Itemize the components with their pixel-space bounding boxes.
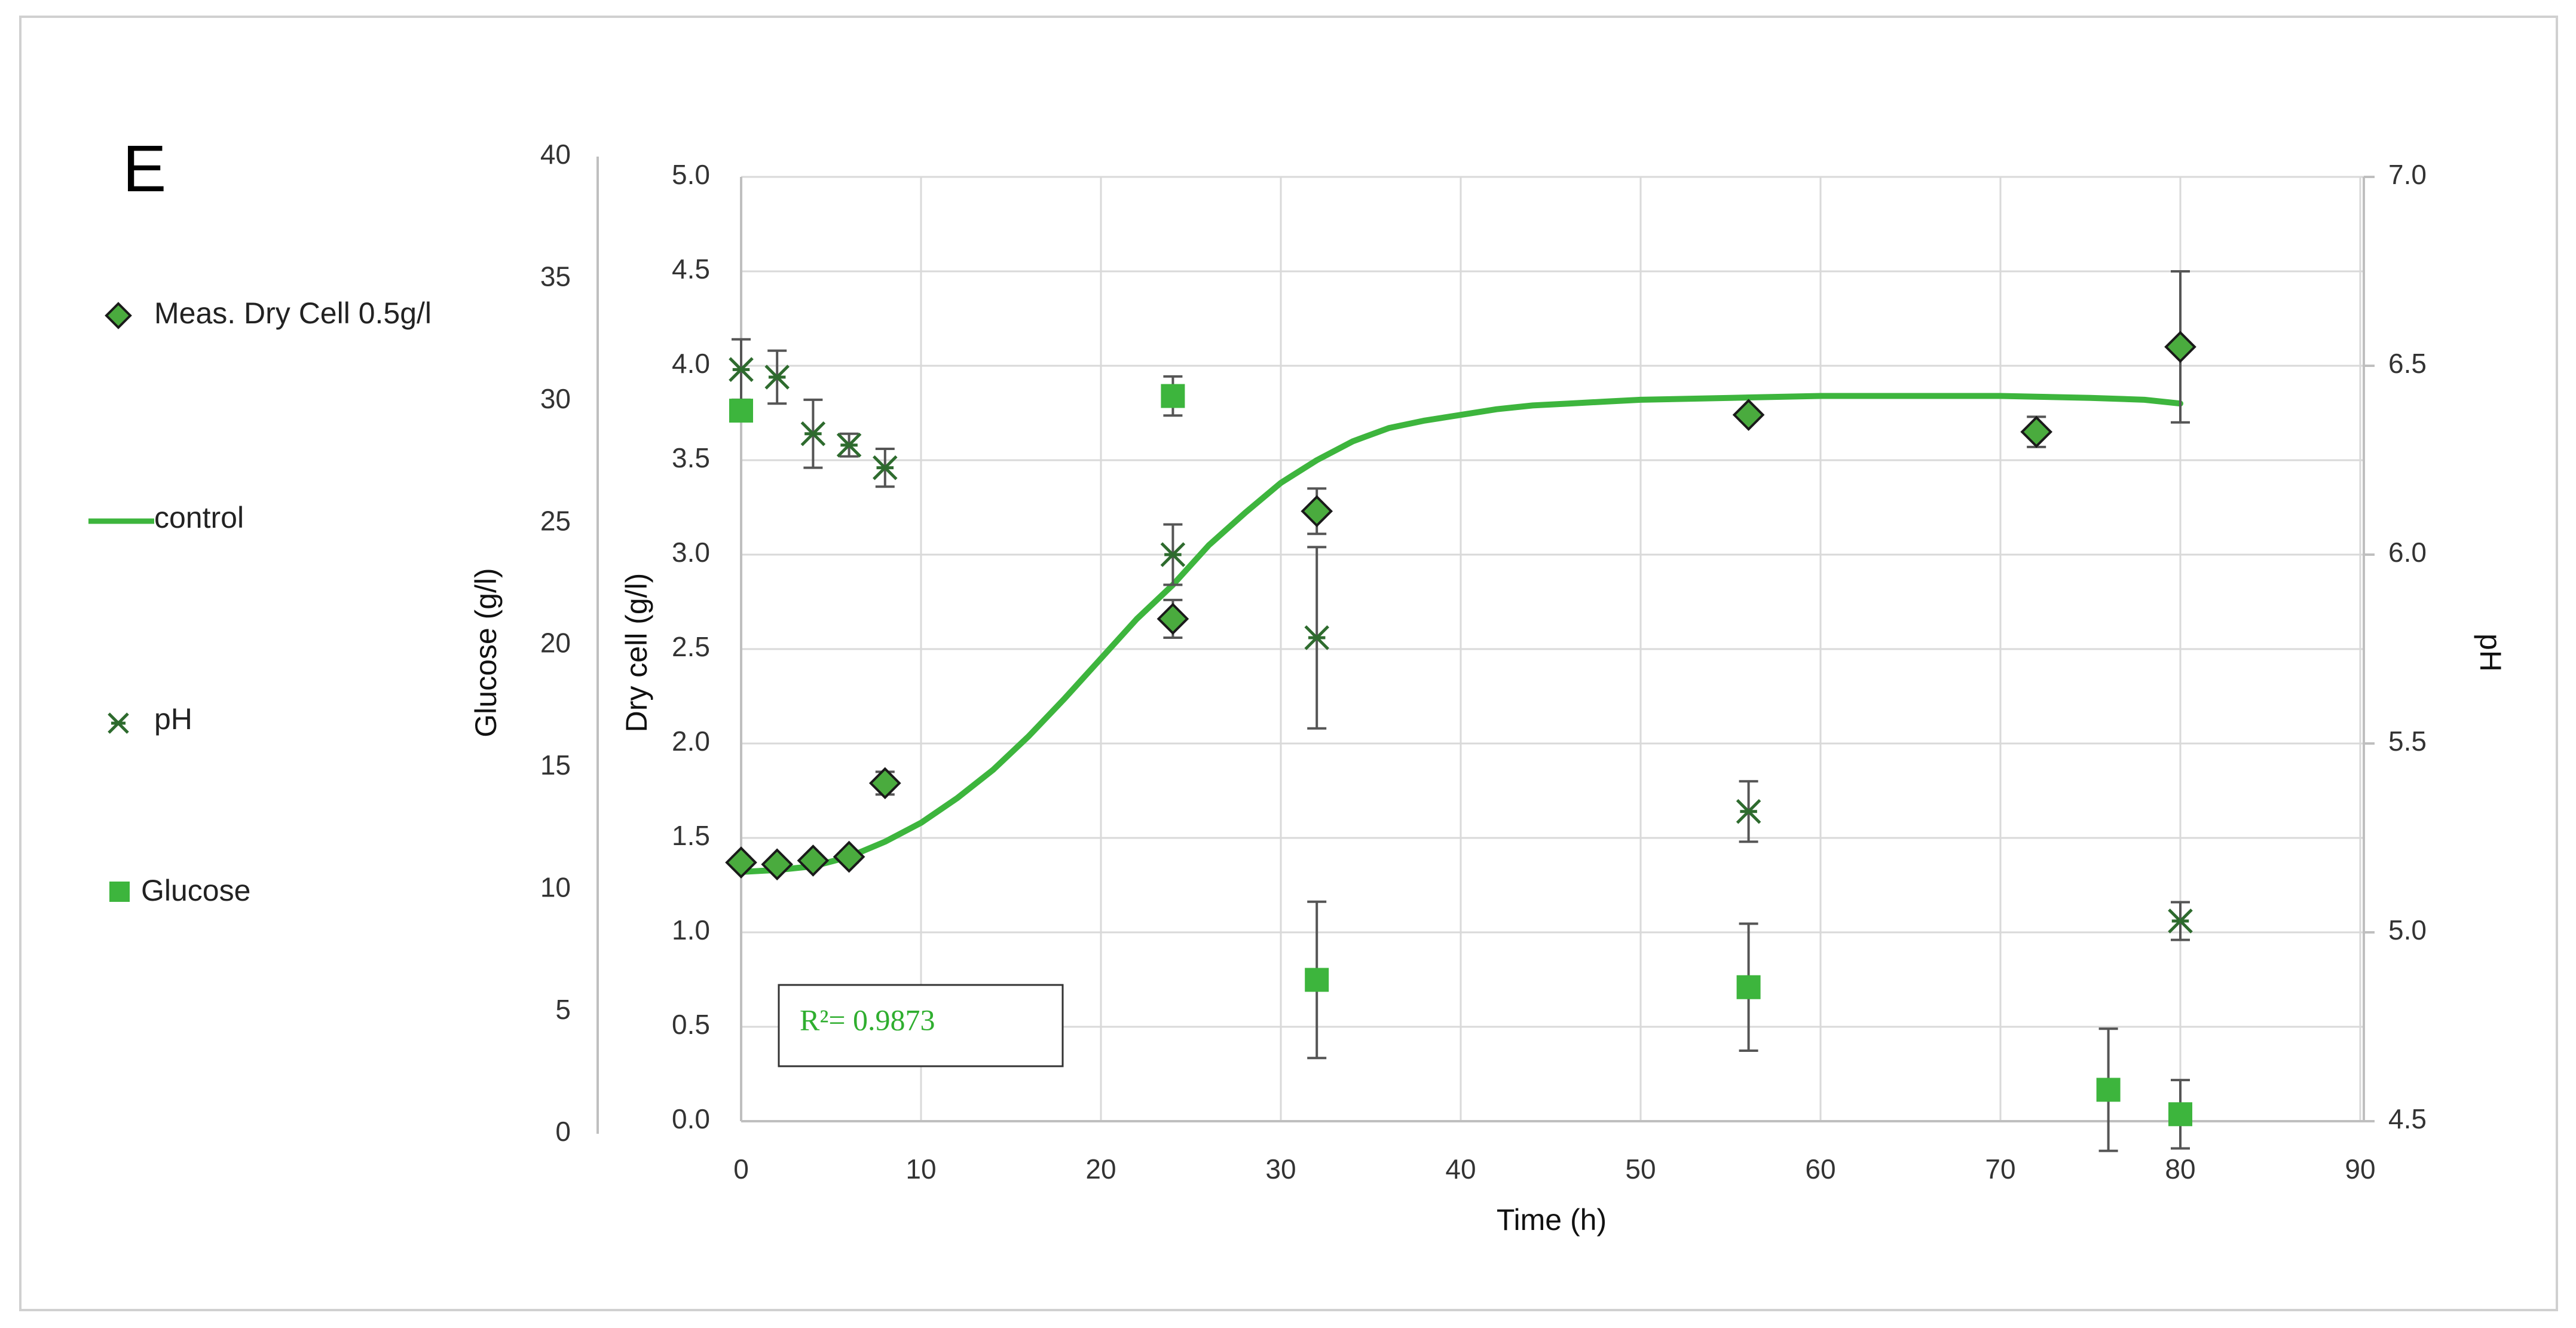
x-tick-label: 50 — [1625, 1153, 1656, 1185]
point-dry-cell — [1157, 602, 1189, 635]
y3-tick-label: 20 — [540, 628, 571, 659]
point-glucose — [1736, 975, 1761, 999]
r2-label: R²= 0.9873 — [800, 1003, 935, 1036]
tick-labels: 0 10 20 30 40 50 60 70 80 900.00.51.01.52.02.53.0… — [540, 139, 2427, 1185]
point-glucose — [2168, 1102, 2192, 1127]
x-tick-label: 80 — [2165, 1153, 2195, 1185]
y3-tick-label: 35 — [540, 261, 571, 292]
point-dry-cell — [725, 846, 757, 879]
legend-label-control: control — [154, 501, 244, 534]
y-tick-label: 2.0 — [672, 726, 710, 757]
y2-tick-label: 4.5 — [2388, 1103, 2427, 1134]
y-tick-label: 2.5 — [672, 631, 710, 662]
point-glucose — [1305, 968, 1329, 992]
x-tick-label: 0 — [733, 1153, 749, 1185]
r2-box-frame — [778, 984, 1064, 1067]
legend: Meas. Dry Cell 0.5g/l control pH Glucose — [88, 296, 432, 907]
point-ph — [1736, 798, 1761, 824]
y3-tick-label: 40 — [540, 139, 571, 170]
y-tick-label: 5.0 — [672, 159, 710, 190]
point-ph — [729, 357, 754, 383]
x-tick-label: 20 — [1085, 1153, 1116, 1185]
x-tick-label: 30 — [1265, 1153, 1296, 1185]
y2-tick-label: 5.0 — [2388, 914, 2427, 945]
series-asterisk — [729, 338, 2193, 941]
point-glucose — [1161, 384, 1185, 408]
y-tick-label: 0.5 — [672, 1009, 710, 1040]
y-tick-label: 1.0 — [672, 914, 710, 945]
y2-tick-label: 6.0 — [2388, 537, 2427, 568]
point-dry-cell — [761, 848, 794, 881]
legend-label-ph: pH — [154, 702, 192, 736]
point-glucose — [729, 399, 753, 423]
y3-tick-label: 0 — [555, 1116, 571, 1147]
point-dry-cell — [868, 767, 901, 800]
point-dry-cell — [1732, 399, 1765, 431]
point-ph — [800, 421, 826, 446]
series — [725, 270, 2196, 1152]
legend-item-glucose: Glucose — [109, 874, 250, 907]
x-tick-label: 40 — [1445, 1153, 1476, 1185]
r2-box: R²= 0.9873 — [778, 984, 1064, 1067]
x-tick-label: 60 — [1805, 1153, 1835, 1185]
legend-square-icon — [109, 882, 130, 902]
panel-label: E — [123, 132, 166, 206]
y3-tick-label: 30 — [540, 383, 571, 414]
legend-label-dry-cell: Meas. Dry Cell 0.5g/l — [154, 296, 432, 330]
point-glucose — [2096, 1078, 2121, 1102]
figure-frame — [19, 16, 2558, 1311]
y3-tick-label: 5 — [555, 994, 571, 1025]
x-tick-label: 10 — [905, 1153, 936, 1185]
y-tick-label: 1.5 — [672, 820, 710, 851]
point-ph — [836, 432, 862, 458]
x-axis-title: Time (h) — [1497, 1203, 1607, 1237]
grid-lines — [741, 176, 2364, 1121]
legend-item-control: control — [88, 501, 244, 534]
y-tick-label: 0.0 — [672, 1103, 710, 1134]
y2-tick-label: 7.0 — [2388, 159, 2427, 190]
point-dry-cell — [833, 840, 865, 873]
point-dry-cell — [2020, 415, 2053, 448]
point-ph — [764, 365, 790, 390]
legend-item-ph: pH — [108, 702, 192, 736]
series-diamond — [725, 270, 2196, 881]
point-ph — [873, 455, 898, 481]
y3-tick-label: 10 — [540, 871, 571, 902]
y-tick-label: 4.5 — [672, 253, 710, 284]
series-line-control — [738, 393, 2183, 875]
point-ph — [1160, 542, 1186, 567]
point-dry-cell — [1301, 495, 1333, 528]
y3-axis-title: Glucose (g/l) — [469, 568, 503, 737]
y2-axis-title: pH — [2474, 634, 2507, 672]
y3-tick-label: 15 — [540, 749, 571, 781]
point-ph — [2168, 908, 2193, 934]
x-tick-label: 90 — [2345, 1153, 2375, 1185]
legend-asterisk-icon — [108, 712, 129, 734]
point-ph — [1304, 625, 1329, 650]
point-dry-cell — [2164, 331, 2196, 363]
y-tick-label: 3.0 — [672, 537, 710, 568]
y2-tick-label: 6.5 — [2388, 348, 2427, 379]
x-tick-label: 70 — [1985, 1153, 2015, 1185]
axes — [596, 157, 2375, 1134]
legend-item-dry-cell: Meas. Dry Cell 0.5g/l — [105, 296, 432, 330]
legend-label-glucose: Glucose — [141, 874, 250, 907]
y-tick-label: 4.0 — [672, 348, 710, 379]
point-dry-cell — [797, 844, 830, 877]
y-tick-label: 3.5 — [672, 442, 710, 473]
series-square — [729, 375, 2192, 1152]
legend-diamond-icon — [105, 302, 132, 329]
y-axis-title: Dry cell (g/l) — [620, 573, 653, 733]
y3-tick-label: 25 — [540, 505, 571, 536]
y2-tick-label: 5.5 — [2388, 726, 2427, 757]
